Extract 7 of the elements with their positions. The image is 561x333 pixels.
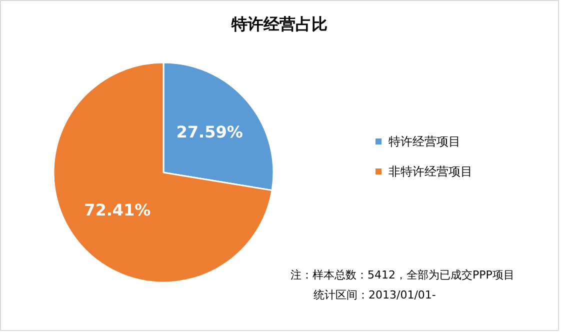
text: 注：样本总数：5412，全部为已成交PPP项目 bbox=[290, 268, 514, 282]
data-label: 27.59% bbox=[176, 122, 243, 142]
legend-label: 非特许经营项目 bbox=[388, 164, 472, 178]
text: 统计区间：2013/01/01- bbox=[314, 288, 436, 302]
data-label: 72.41% bbox=[84, 200, 151, 220]
legend-label: 特许经营项目 bbox=[388, 134, 460, 148]
chart-title: 特许经营占比 bbox=[230, 14, 328, 34]
